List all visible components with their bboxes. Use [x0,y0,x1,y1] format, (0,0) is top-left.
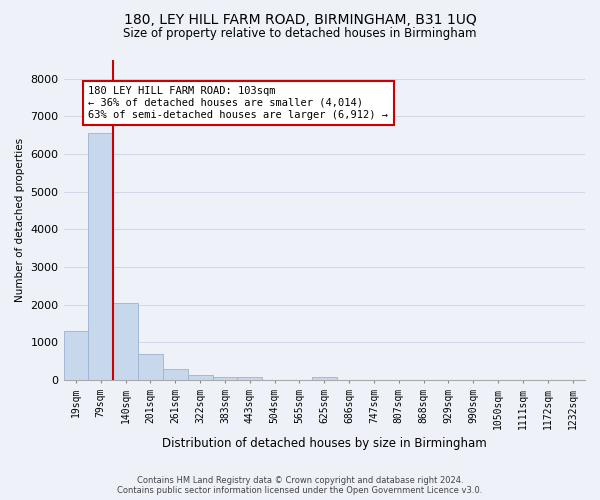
Bar [238,378,262,380]
Bar [88,134,113,380]
Y-axis label: Number of detached properties: Number of detached properties [15,138,25,302]
Bar [64,331,88,380]
Bar [312,377,337,380]
Bar [113,302,138,380]
Bar [138,354,163,380]
Text: 180 LEY HILL FARM ROAD: 103sqm
← 36% of detached houses are smaller (4,014)
63% : 180 LEY HILL FARM ROAD: 103sqm ← 36% of … [88,86,388,120]
Bar [212,377,238,380]
Text: 180, LEY HILL FARM ROAD, BIRMINGHAM, B31 1UQ: 180, LEY HILL FARM ROAD, BIRMINGHAM, B31… [124,12,476,26]
Text: Size of property relative to detached houses in Birmingham: Size of property relative to detached ho… [123,28,477,40]
Text: Contains HM Land Registry data © Crown copyright and database right 2024.
Contai: Contains HM Land Registry data © Crown c… [118,476,482,495]
X-axis label: Distribution of detached houses by size in Birmingham: Distribution of detached houses by size … [162,437,487,450]
Bar [163,369,188,380]
Bar [188,375,212,380]
